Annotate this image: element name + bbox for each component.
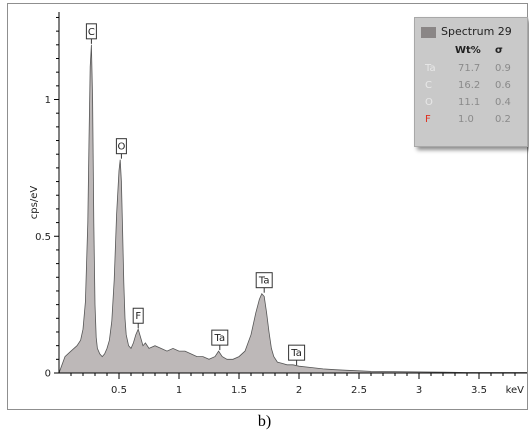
y-axis-title: cps/eV	[29, 186, 40, 220]
spectrum-area	[58, 44, 527, 374]
legend-element-f: F	[425, 114, 431, 125]
x-tick-label: 0.5	[111, 385, 127, 396]
peak-tag-box	[211, 329, 229, 346]
y-tick-label: 1	[45, 95, 51, 106]
legend-element-c: C	[425, 80, 432, 91]
peak-tag-label: Ta	[290, 348, 302, 359]
peak-tag-box	[85, 23, 97, 40]
y-tick-label: 0	[45, 369, 51, 380]
legend-title: Spectrum 29	[441, 25, 512, 38]
legend-wt-o: 11.1	[458, 97, 481, 108]
peak-tag-box	[255, 272, 273, 289]
x-tick-label: 3.5	[471, 385, 487, 396]
peak-tag-box	[132, 307, 144, 324]
x-tick-label: 2.5	[351, 385, 367, 396]
x-tick-label: 1.5	[231, 385, 247, 396]
legend-header-sigma: σ	[495, 45, 503, 56]
legend-header-wt: Wt%	[455, 45, 481, 56]
peak-tag-box	[288, 344, 306, 361]
peak-tag-label: Ta	[258, 276, 270, 287]
legend-sigma-c: 0.6	[495, 80, 511, 91]
legend-wt-f: 1.0	[458, 114, 474, 125]
legend-wt-ta: 71.7	[458, 63, 481, 74]
spectrum-legend: Spectrum 29 Wt% σ Ta 71.7 0.9 C 16.2 0.6…	[414, 17, 528, 147]
chart-frame: 0 0.5 1 0.5 1 1.5 2 2.5 3 3.5 cps/eV keV C O F Ta Ta Ta S…	[7, 3, 528, 410]
peak-tag-label: O	[117, 142, 125, 153]
legend-element-o: O	[425, 97, 433, 108]
peak-tag-label: Ta	[214, 333, 226, 344]
peak-tag-box	[115, 138, 127, 155]
x-tick-label: 2	[296, 385, 302, 396]
x-tick-label: 3	[416, 385, 422, 396]
peak-tag-label: C	[88, 27, 95, 38]
peak-tag-label: F	[135, 311, 141, 322]
figure-caption: b)	[257, 413, 272, 430]
legend-element-ta: Ta	[425, 63, 436, 74]
legend-sigma-o: 0.4	[495, 97, 511, 108]
x-tick-label: 1	[176, 385, 182, 396]
legend-swatch	[421, 27, 436, 38]
legend-sigma-ta: 0.9	[495, 63, 511, 74]
legend-wt-c: 16.2	[458, 80, 481, 91]
y-tick-label: 0.5	[35, 232, 51, 243]
legend-sigma-f: 0.2	[495, 114, 511, 125]
x-axis-title: keV	[506, 385, 525, 396]
